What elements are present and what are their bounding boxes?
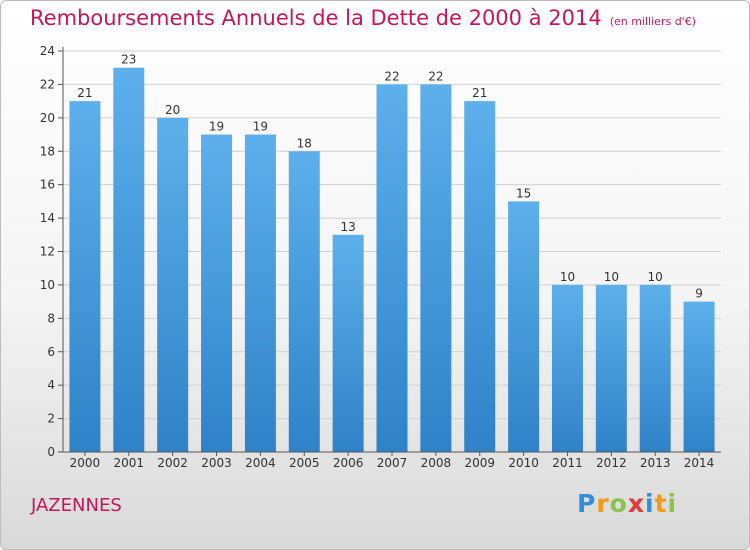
logo-letter: o — [609, 489, 628, 518]
bar-value-label: 13 — [340, 220, 355, 234]
bars — [69, 67, 715, 453]
bar-value-label: 21 — [472, 86, 487, 100]
x-tick-label: 2005 — [289, 456, 320, 470]
bar — [244, 134, 276, 452]
x-tick-label: 2007 — [377, 456, 408, 470]
town-name: JAZENNES — [31, 495, 122, 516]
y-tick-label: 24 — [40, 44, 55, 58]
logo-letter: t — [654, 489, 668, 518]
x-tick-label: 2003 — [201, 456, 232, 470]
x-tick-label: 2009 — [464, 456, 495, 470]
y-tick-label: 12 — [40, 245, 55, 259]
bar — [157, 117, 189, 452]
bar — [69, 101, 101, 452]
x-tick-label: 2008 — [421, 456, 452, 470]
y-tick-label: 0 — [47, 445, 55, 459]
x-tick-label: 2013 — [640, 456, 671, 470]
y-tick-label: 22 — [40, 77, 55, 91]
bar — [420, 84, 452, 453]
bar-value-label: 19 — [209, 120, 224, 134]
proxiti-logo: Proxiti — [577, 489, 677, 518]
y-tick-label: 20 — [40, 111, 55, 125]
y-tick-label: 14 — [40, 211, 55, 225]
chart-title-unit: (en milliers d'€) — [609, 15, 696, 28]
chart-title-text: Remboursements Annuels de la Dette de 20… — [30, 6, 602, 30]
bar-value-label: 22 — [428, 69, 443, 83]
x-tick-label: 2011 — [552, 456, 583, 470]
bar-value-label: 21 — [77, 86, 92, 100]
x-tick-label: 2000 — [70, 456, 101, 470]
x-tick-label: 2012 — [596, 456, 627, 470]
logo-letter: r — [596, 489, 610, 518]
y-tick-label: 18 — [40, 144, 55, 158]
bar — [683, 301, 715, 452]
x-tick-label: 2010 — [508, 456, 539, 470]
bar — [288, 151, 320, 452]
bar — [464, 101, 496, 452]
logo-letter: x — [627, 489, 645, 518]
bar-value-label: 9 — [695, 287, 703, 301]
logo-letter: P — [577, 489, 597, 518]
bar-value-label: 10 — [560, 270, 575, 284]
bar — [508, 201, 540, 452]
y-tick-label: 6 — [47, 345, 55, 359]
labels: 21 2000 23 2001 20 2002 19 2003 19 2004 18 2005 13 20… — [70, 53, 715, 470]
bar-value-label: 23 — [121, 53, 136, 67]
logo-letter: i — [645, 489, 655, 518]
bar — [639, 284, 671, 452]
x-tick-label: 2006 — [333, 456, 364, 470]
bar-value-label: 15 — [516, 186, 531, 200]
bar — [595, 284, 627, 452]
y-tick-label: 16 — [40, 178, 55, 192]
y-tick-label: 2 — [47, 412, 55, 426]
x-tick-label: 2004 — [245, 456, 276, 470]
bar-value-label: 19 — [253, 120, 268, 134]
bar-value-label: 20 — [165, 103, 180, 117]
y-tick-label: 8 — [47, 311, 55, 325]
y-tick-label: 4 — [47, 378, 55, 392]
bar-value-label: 22 — [384, 69, 399, 83]
logo-letter: i — [667, 489, 678, 518]
bar — [332, 234, 364, 452]
bar — [113, 67, 145, 452]
x-tick-label: 2002 — [157, 456, 188, 470]
bar-value-label: 10 — [604, 270, 619, 284]
bar — [201, 134, 233, 452]
y-tick-label: 10 — [40, 278, 55, 292]
chart-title: Remboursements Annuels de la Dette de 20… — [30, 6, 696, 30]
x-tick-label: 2001 — [114, 456, 145, 470]
x-tick-label: 2014 — [684, 456, 715, 470]
bar-value-label: 18 — [297, 136, 312, 150]
bar — [551, 284, 583, 452]
bar — [376, 84, 408, 453]
bar-value-label: 10 — [648, 270, 663, 284]
